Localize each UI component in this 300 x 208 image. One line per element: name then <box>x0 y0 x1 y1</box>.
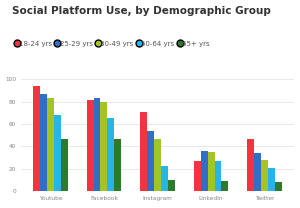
Bar <box>247 139 254 191</box>
Bar <box>107 118 114 191</box>
Bar <box>208 152 214 191</box>
Bar <box>147 131 154 191</box>
Bar <box>54 115 61 191</box>
Bar <box>168 180 175 191</box>
Bar <box>214 161 221 191</box>
Bar <box>100 102 107 191</box>
Text: Social Platform Use, by Demographic Group: Social Platform Use, by Demographic Grou… <box>12 6 271 16</box>
Bar <box>61 139 68 191</box>
Bar <box>221 181 228 191</box>
Legend: 18-24 yrs, 25-29 yrs, 30-49 yrs, 50-64 yrs, 65+ yrs: 18-24 yrs, 25-29 yrs, 30-49 yrs, 50-64 y… <box>16 41 210 47</box>
Bar <box>261 160 268 191</box>
Bar <box>87 100 94 191</box>
Bar <box>140 112 147 191</box>
Bar <box>154 139 161 191</box>
Bar <box>94 98 100 191</box>
Bar <box>114 139 122 191</box>
Bar <box>33 86 40 191</box>
Bar <box>254 153 261 191</box>
Bar <box>47 98 54 191</box>
Bar <box>40 94 47 191</box>
Bar <box>194 161 201 191</box>
Bar <box>268 168 275 191</box>
Bar <box>201 151 208 191</box>
Bar <box>161 166 168 191</box>
Bar <box>275 182 282 191</box>
